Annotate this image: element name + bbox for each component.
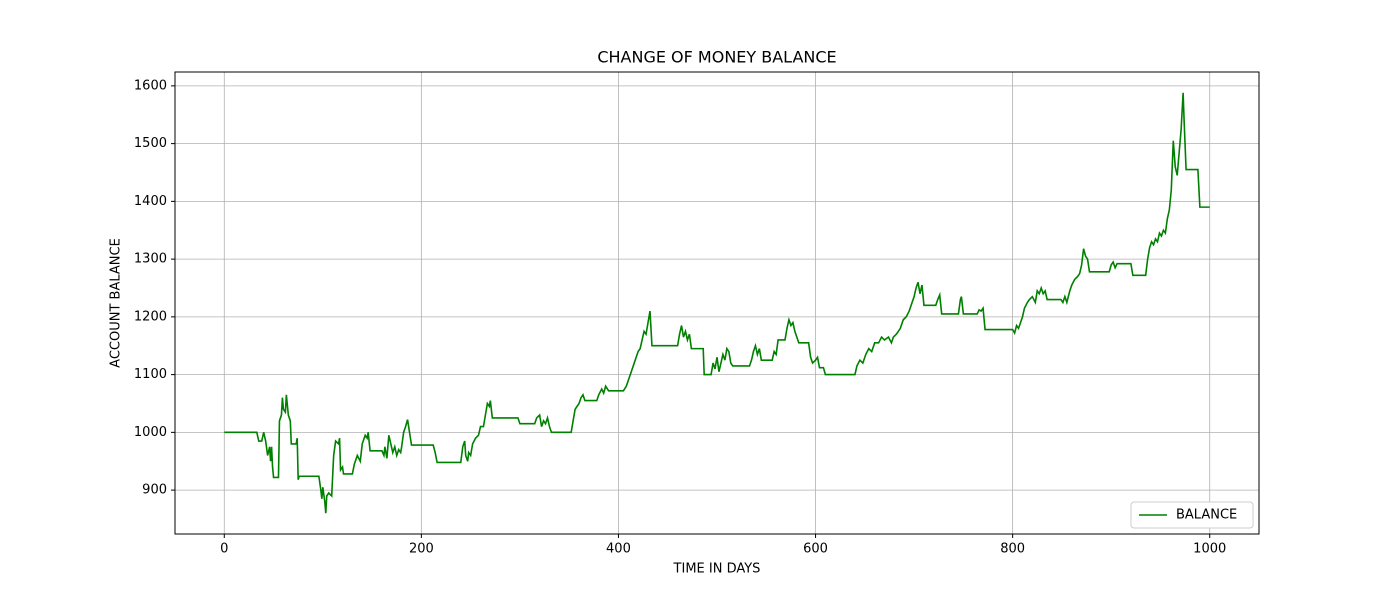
legend-box <box>1130 501 1254 529</box>
y-tick-label: 1100 <box>134 367 167 382</box>
x-tick-label: 1000 <box>1193 542 1226 557</box>
x-tick-label: 0 <box>220 542 228 557</box>
x-tick-label: 200 <box>409 542 434 557</box>
y-tick-label: 1400 <box>134 194 167 209</box>
y-tick-label: 1000 <box>134 425 167 440</box>
y-tick-label: 1600 <box>134 78 167 93</box>
x-tick-label: 800 <box>1000 542 1025 557</box>
y-axis-label: ACCOUNT BALANCE <box>109 238 124 368</box>
x-axis-label: TIME IN DAYS <box>673 562 761 577</box>
y-tick-label: 1500 <box>134 136 167 151</box>
x-tick-label: 400 <box>606 542 631 557</box>
y-tick-label: 1300 <box>134 252 167 267</box>
x-tick-label: 600 <box>803 542 828 557</box>
chart-title: CHANGE OF MONEY BALANCE <box>597 48 836 67</box>
y-tick-label: 1200 <box>134 309 167 324</box>
y-tick-label: 900 <box>142 483 167 498</box>
legend-label: BALANCE <box>1176 508 1237 523</box>
plot-frame <box>174 71 1260 535</box>
data-line <box>224 92 1210 514</box>
